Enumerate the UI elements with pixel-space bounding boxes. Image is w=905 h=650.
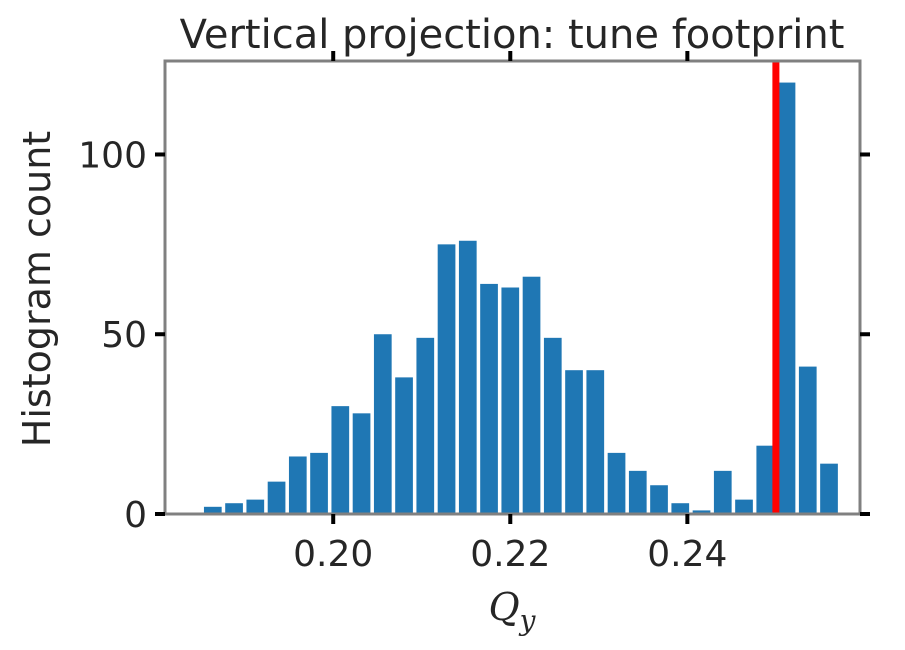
chart-title: Vertical projection: tune footprint [180, 12, 845, 58]
histogram-bar-27 [777, 82, 796, 515]
histogram-bar-11 [437, 244, 456, 514]
x-tick-label-1: 0.22 [470, 534, 550, 575]
y-axis-label: Histogram count [15, 131, 59, 447]
histogram-bar-15 [522, 276, 541, 514]
histogram-bar-18 [586, 370, 605, 514]
histogram-bar-5 [310, 452, 328, 514]
histogram-bar-21 [650, 485, 668, 514]
histogram-bar-17 [565, 370, 583, 514]
histogram-bars [203, 82, 838, 515]
histogram-bar-12 [458, 240, 477, 514]
y-tick-label-1: 50 [101, 315, 147, 356]
tick-labels: 0.20 0.22 0.24 0 50 100 [78, 135, 727, 575]
histogram-bar-23 [692, 510, 711, 514]
histogram-bar-19 [607, 452, 626, 514]
histogram-bar-20 [628, 470, 647, 514]
y-tick-label-0: 0 [124, 495, 147, 536]
histogram-bar-26 [756, 445, 775, 514]
histogram-bar-25 [735, 499, 753, 514]
histogram-bar-14 [501, 287, 520, 514]
plot-frame [163, 59, 862, 516]
histogram-bar-2 [246, 499, 265, 514]
histogram-bar-3 [267, 481, 286, 514]
histogram-bar-1 [225, 503, 243, 514]
x-axis-label-subscript: y [518, 604, 537, 637]
histogram-bar-13 [480, 283, 498, 514]
x-axis-label-main: Q [489, 585, 520, 629]
histogram-bar-24 [713, 470, 732, 514]
histogram-bar-16 [543, 337, 562, 514]
histogram-bar-10 [416, 337, 435, 514]
histogram-bar-9 [395, 377, 413, 514]
histogram-bar-8 [373, 334, 392, 514]
histogram-bar-28 [798, 366, 817, 514]
x-tick-label-2: 0.24 [647, 534, 727, 575]
histogram-bar-22 [671, 503, 690, 514]
x-axis-label: Qy [489, 585, 537, 637]
histogram-bar-0 [203, 506, 222, 514]
axis-ticks [155, 51, 870, 524]
y-tick-label-2: 100 [78, 135, 147, 176]
histogram-bar-7 [352, 413, 371, 514]
histogram-bar-6 [331, 406, 350, 514]
x-tick-label-0: 0.20 [293, 534, 373, 575]
histogram-bar-29 [820, 463, 838, 514]
histogram-bar-4 [288, 456, 307, 514]
